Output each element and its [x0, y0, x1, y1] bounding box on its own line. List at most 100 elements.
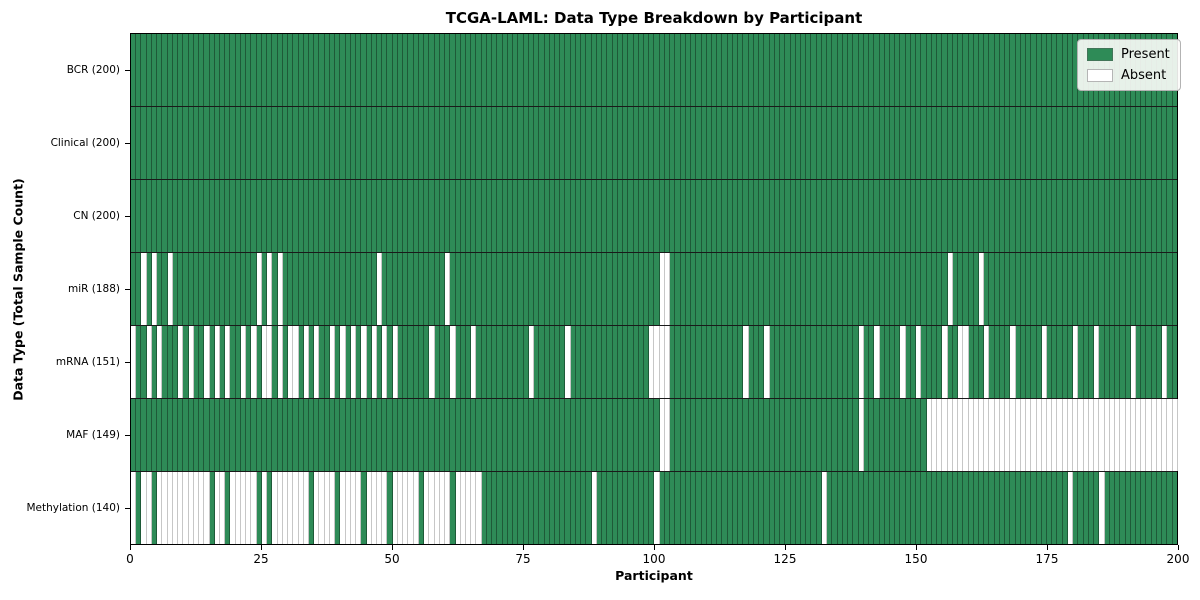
heatmap-cell	[382, 180, 388, 252]
heatmap-cell	[732, 326, 739, 398]
heatmap-cell	[324, 107, 330, 179]
heatmap-cell	[403, 253, 409, 325]
heatmap-cell	[712, 399, 718, 471]
heatmap-cell	[889, 107, 896, 179]
heatmap-cell	[219, 180, 226, 252]
heatmap-cell	[272, 253, 278, 325]
heatmap-cell	[1047, 34, 1053, 106]
heatmap-cell	[696, 326, 702, 398]
heatmap-cell	[633, 326, 639, 398]
heatmap-cell	[575, 107, 582, 179]
heatmap-cell	[146, 180, 152, 252]
heatmap-cell	[1141, 107, 1147, 179]
heatmap-cell	[633, 34, 639, 106]
heatmap-cell	[439, 399, 446, 471]
heatmap-cell	[225, 399, 231, 471]
heatmap-cell	[905, 399, 911, 471]
heatmap-cell	[314, 326, 320, 398]
heatmap-cell	[1073, 253, 1079, 325]
heatmap-cell	[712, 472, 718, 544]
heatmap-cell	[377, 326, 383, 398]
heatmap-cell	[429, 399, 435, 471]
heatmap-cell	[303, 34, 309, 106]
heatmap-cell	[528, 326, 535, 398]
heatmap-cell	[858, 253, 864, 325]
heatmap-cell	[821, 399, 828, 471]
heatmap-cell	[706, 180, 713, 252]
heatmap-cell	[664, 253, 671, 325]
heatmap-cell	[1172, 180, 1177, 252]
heatmap-cell	[219, 107, 226, 179]
heatmap-cell	[481, 180, 487, 252]
heatmap-cell	[1109, 253, 1116, 325]
heatmap-cell	[717, 34, 723, 106]
heatmap-cell	[235, 107, 241, 179]
heatmap-cell	[701, 34, 707, 106]
heatmap-cell	[293, 107, 299, 179]
heatmap-cell	[722, 326, 728, 398]
heatmap-cell	[240, 326, 247, 398]
heatmap-cell	[565, 107, 571, 179]
heatmap-cell	[492, 34, 498, 106]
heatmap-cell	[157, 107, 163, 179]
heatmap-cell	[282, 34, 289, 106]
heatmap-cell	[141, 326, 147, 398]
heatmap-cell	[963, 399, 969, 471]
heatmap-cell	[727, 472, 733, 544]
heatmap-cell	[623, 34, 629, 106]
heatmap-cell	[696, 34, 702, 106]
heatmap-cell	[759, 326, 765, 398]
heatmap-cell	[554, 34, 561, 106]
heatmap-cell	[570, 253, 576, 325]
heatmap-cell	[1167, 107, 1173, 179]
heatmap-cell	[408, 253, 414, 325]
heatmap-cell	[549, 326, 555, 398]
heatmap-cell	[476, 253, 482, 325]
heatmap-cell	[345, 399, 351, 471]
heatmap-cell	[958, 472, 964, 544]
heatmap-cell	[141, 180, 147, 252]
heatmap-cell	[994, 107, 1000, 179]
heatmap-cell	[151, 107, 158, 179]
heatmap-cell	[801, 326, 807, 398]
heatmap-cell	[942, 34, 948, 106]
heatmap-cell	[659, 472, 665, 544]
heatmap-cell	[188, 326, 194, 398]
y-tick-label: mRNA (151)	[55, 356, 120, 369]
heatmap-cell	[267, 180, 273, 252]
heatmap-cell	[638, 34, 644, 106]
heatmap-cell	[623, 326, 629, 398]
heatmap-cell	[748, 180, 754, 252]
heatmap-cell	[460, 399, 466, 471]
heatmap-cell	[340, 253, 346, 325]
heatmap-cell	[989, 472, 995, 544]
heatmap-cell	[764, 399, 770, 471]
heatmap-cell	[581, 253, 587, 325]
heatmap-cell	[659, 399, 665, 471]
heatmap-cell	[335, 399, 341, 471]
heatmap-cell	[769, 107, 775, 179]
heatmap-cell	[973, 34, 979, 106]
heatmap-cell	[874, 472, 880, 544]
heatmap-cell	[759, 34, 765, 106]
heatmap-cell	[717, 107, 723, 179]
heatmap-cell	[146, 253, 152, 325]
heatmap-cell	[1083, 399, 1089, 471]
heatmap-cell	[256, 180, 262, 252]
heatmap-cell	[371, 472, 378, 544]
heatmap-cell	[664, 34, 671, 106]
heatmap-cell	[539, 253, 545, 325]
heatmap-cell	[1062, 253, 1068, 325]
heatmap-cell	[303, 326, 309, 398]
heatmap-cell	[821, 472, 828, 544]
heatmap-cell	[963, 107, 969, 179]
heatmap-cell	[382, 472, 388, 544]
heatmap-cell	[1088, 107, 1095, 179]
heatmap-cell	[272, 399, 278, 471]
heatmap-cell	[706, 399, 713, 471]
heatmap-cell	[329, 180, 336, 252]
y-tick-label: miR (188)	[67, 283, 120, 295]
heatmap-cell	[513, 253, 519, 325]
heatmap-cell	[1141, 399, 1147, 471]
heatmap-cell	[764, 180, 770, 252]
